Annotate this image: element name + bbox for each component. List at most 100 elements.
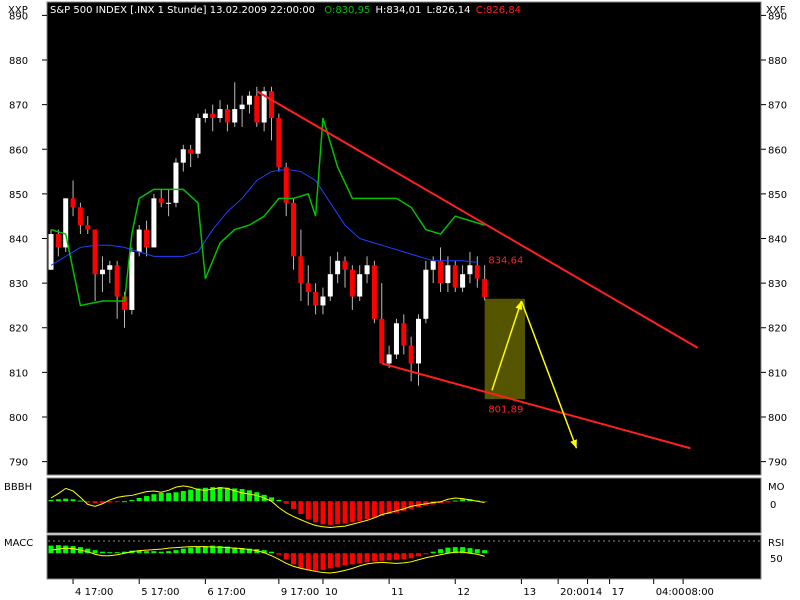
candle-body [452, 265, 458, 288]
candle-body [342, 260, 348, 270]
histogram-bar [342, 501, 348, 524]
header-close: C:826,84 [476, 5, 521, 16]
histogram-bar [210, 545, 216, 554]
histogram-bar [416, 501, 421, 507]
y-tick-label-left: 820 [9, 324, 28, 335]
candle [246, 91, 252, 114]
candle [114, 260, 120, 319]
candle [195, 113, 201, 159]
candle [107, 260, 113, 284]
price-panel[interactable] [46, 1, 762, 476]
histogram-bar [379, 501, 385, 516]
histogram-bar [70, 499, 76, 502]
x-tick-label: 08:00 [685, 587, 714, 598]
histogram-bar [276, 553, 282, 555]
candle-body [357, 274, 363, 297]
histogram-bar [210, 487, 216, 502]
candle-body [371, 265, 377, 319]
candle [63, 198, 69, 252]
y-tick-label-right: 890 [768, 11, 787, 22]
candle-body [129, 251, 135, 310]
indicator2-right-tick: 50 [770, 554, 783, 565]
histogram-bar [63, 498, 69, 502]
projection-arrow [491, 300, 523, 391]
histogram-bar [63, 545, 69, 554]
y-tick-label-left: 850 [9, 190, 28, 201]
candle-body [261, 91, 267, 123]
histogram-bar [452, 500, 458, 502]
right-symbol: XXF [766, 5, 786, 16]
y-tick-label-right: 850 [768, 190, 787, 201]
histogram-bar [401, 553, 407, 560]
y-tick-label-right: 840 [768, 235, 787, 246]
histogram-bar [269, 497, 274, 502]
candle [320, 287, 326, 315]
trendline [256, 90, 699, 349]
candle [254, 86, 260, 127]
histogram-bar [408, 501, 414, 509]
y-tick-label-right: 810 [768, 368, 787, 379]
candle-body [291, 202, 297, 257]
candle-body [460, 274, 466, 288]
candle [202, 109, 208, 123]
candle-body [232, 109, 238, 123]
candle-body [474, 265, 480, 279]
candle-body [70, 198, 76, 208]
candle-body [166, 202, 172, 204]
candle-body [85, 225, 91, 230]
histogram-bar [180, 548, 186, 554]
price-axis: 790 790 800 800 810 810 820 820 830 830 840 840 850 8… [9, 11, 787, 468]
histogram-bar [202, 546, 208, 554]
candle-body [114, 265, 120, 297]
candle-body [92, 229, 98, 275]
y-tick-label-right: 790 [768, 458, 787, 469]
candle-body [320, 296, 326, 306]
histogram-bar [48, 545, 54, 554]
y-tick-label-left: 790 [9, 458, 28, 469]
histogram-bar [254, 492, 260, 502]
histogram-bar [158, 492, 164, 502]
indicator1-right-label: MO [768, 482, 785, 493]
candle [129, 247, 135, 315]
candle [342, 256, 348, 288]
histogram-bar [474, 549, 480, 554]
y-tick-label-left: 800 [9, 413, 28, 424]
candle [474, 256, 480, 288]
candle-body [122, 296, 127, 310]
histogram-bar [393, 501, 399, 513]
histogram-bar [401, 501, 407, 511]
candle [269, 86, 274, 141]
histogram-bar [136, 550, 142, 554]
candle [77, 202, 83, 235]
y-tick-label-right: 880 [768, 56, 787, 67]
histogram-bar [276, 499, 282, 502]
candle [291, 198, 297, 270]
candle [136, 225, 142, 257]
histogram-bar [452, 547, 458, 554]
candle-body [173, 162, 179, 203]
histogram-bar [122, 551, 127, 554]
upper-band-line [50, 117, 485, 307]
histogram-bar [305, 501, 311, 520]
candle [379, 283, 385, 364]
candle-body [254, 95, 260, 123]
y-tick-label-right: 860 [768, 145, 787, 156]
histogram-bar [364, 553, 370, 563]
header-high: H:834,01 [376, 5, 422, 16]
candle-body [210, 113, 216, 119]
projection-arrowhead [570, 439, 577, 449]
x-tick-label: 14 [590, 587, 603, 598]
x-tick-label: 20:00 [560, 587, 589, 598]
candle [92, 229, 98, 301]
candle [335, 251, 341, 284]
histogram-bar [438, 549, 444, 554]
histogram-bar [460, 499, 466, 502]
candle [166, 189, 172, 217]
candle [445, 256, 451, 293]
x-tick-label: 13 [523, 587, 536, 598]
candle [276, 113, 282, 172]
candle [482, 265, 488, 301]
indicator1-plot [48, 485, 488, 528]
candle-body [313, 292, 319, 306]
candle [386, 345, 392, 368]
